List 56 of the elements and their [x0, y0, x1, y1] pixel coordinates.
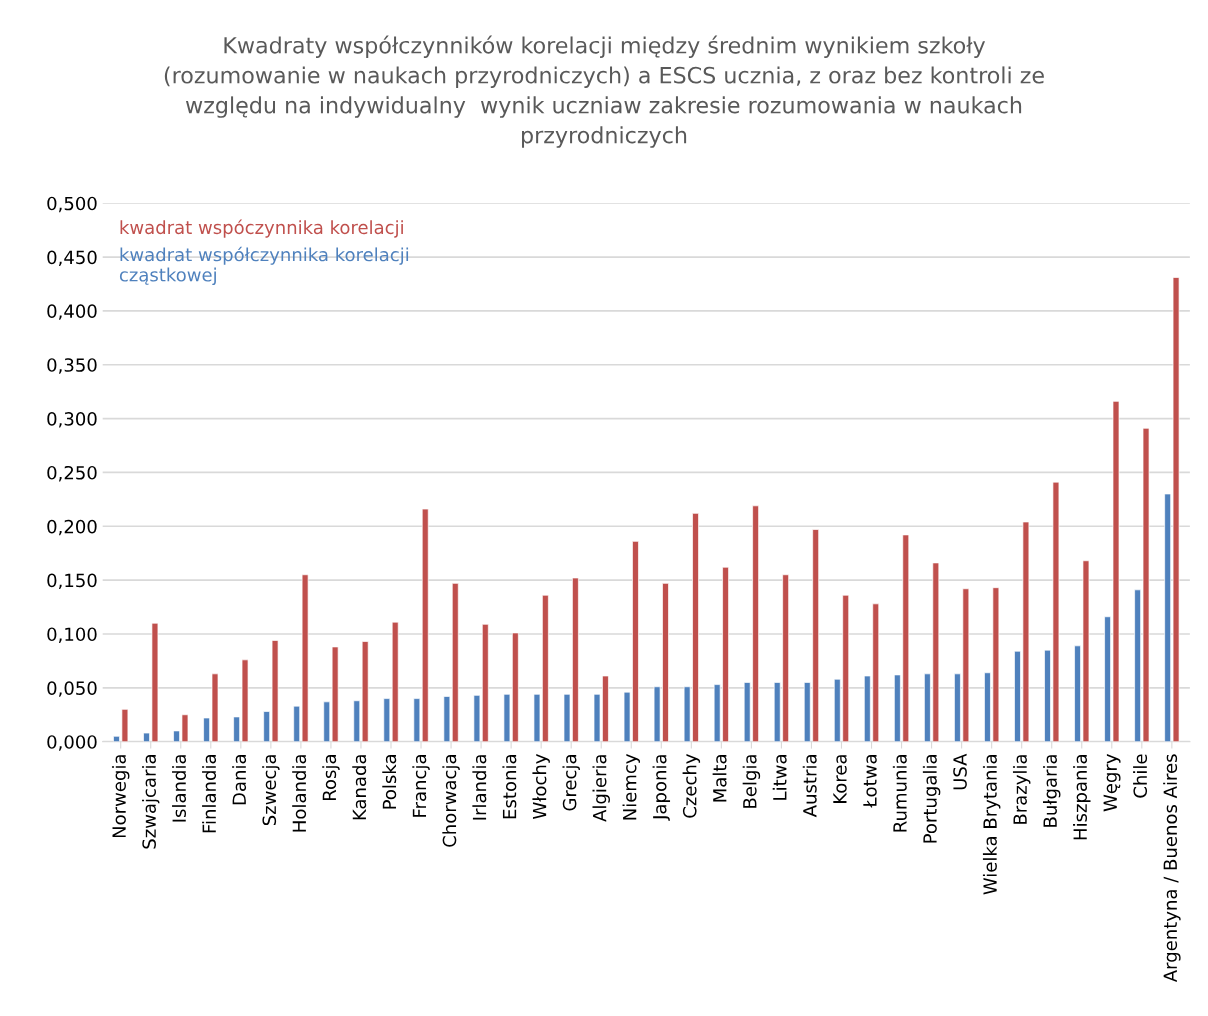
x-tick-label: Portugalia — [922, 755, 941, 843]
x-tick-label: Estonia — [502, 755, 517, 819]
x-tick-label: Francja — [412, 755, 430, 817]
x-tick-label: Polska — [382, 755, 397, 809]
chart-title: Kwadraty współczynników korelacji między średnim wynikiem szkoły (rozumowanie w naukach przyrodniczych) a ESCS ucznia, z oraz bez kontroli ze względu na indywidualny wynik uczniaw zakresie rozumowania w naukach przyrodniczych — [164, 35, 1044, 148]
bar — [361, 641, 369, 742]
x-tick-label: Grecja — [562, 755, 580, 811]
x-tick-label: Finlandia — [202, 755, 217, 833]
text: kwadrat współczynnika korelacji cząstkowej — [119, 246, 409, 286]
x-tick-label: Litwa — [772, 755, 787, 800]
x-tick-label: Austria — [802, 755, 817, 818]
x-tick-label: Szwajcaria — [142, 755, 160, 849]
x-tick-label: Argentyna / Buenos Aires — [1163, 754, 1181, 983]
x-tick-label: Włochy — [532, 754, 550, 819]
x-tick-label: Algieria — [592, 755, 610, 822]
x-tick-label: Irlandia — [472, 755, 487, 820]
x-tick-label: Rosja — [322, 755, 340, 800]
x-tick-label: Hiszpania — [1073, 755, 1091, 840]
y-tick-label: 0,300 — [47, 412, 97, 428]
x-tick-label: Niemcy — [622, 754, 640, 820]
x-tick-label: Węgry — [1103, 754, 1121, 812]
y-tick-label: 0,250 — [47, 465, 97, 482]
y-tick-label: 0,500 — [47, 196, 97, 213]
x-tick-label: Łotwa — [863, 755, 877, 808]
x-tick-label: Brazylia — [1012, 755, 1031, 824]
y-tick-label: 0,100 — [47, 627, 97, 643]
x-tick-label: Rumunia — [892, 755, 907, 832]
text: kwadrat wspóczynnika korelacji — [120, 219, 403, 238]
x-tick-label: Malta — [712, 755, 727, 802]
bar — [383, 698, 391, 742]
y-tick-label: 0,350 — [47, 358, 97, 374]
y-tick-label: 0,200 — [47, 519, 97, 536]
x-tick-label: Szwecja — [262, 755, 280, 826]
y-tick-label: 0,000 — [47, 735, 97, 751]
x-tick-label: Dania — [232, 755, 247, 805]
x-tick-label: Holandia — [292, 755, 307, 832]
y-tick-label: 0,450 — [47, 250, 97, 267]
x-tick-label: Chile — [1133, 754, 1148, 798]
x-tick-label: Belgia — [742, 755, 761, 808]
x-tick-label: Kanada — [352, 755, 367, 820]
bar — [421, 508, 429, 742]
x-tick-label: Norwegia — [111, 755, 130, 838]
x-tick-label: Islandia — [172, 755, 187, 822]
y-tick-label: 0,050 — [47, 681, 97, 697]
bar — [353, 700, 361, 742]
x-tick-label: USA — [953, 753, 967, 790]
x-tick-label: Chorwacja — [442, 755, 460, 847]
x-tick-label: Czechy — [682, 754, 701, 818]
x-tick-label: Bułgaria — [1042, 755, 1061, 827]
x-tick-label: Korea — [833, 755, 847, 803]
bar — [413, 698, 421, 742]
y-tick-label: 0,150 — [47, 573, 97, 590]
x-tick-label: Japonia — [652, 755, 671, 821]
y-tick-label: 0,400 — [47, 304, 97, 320]
x-tick-label: Wielka Brytania — [982, 755, 1001, 895]
bar — [391, 621, 399, 742]
